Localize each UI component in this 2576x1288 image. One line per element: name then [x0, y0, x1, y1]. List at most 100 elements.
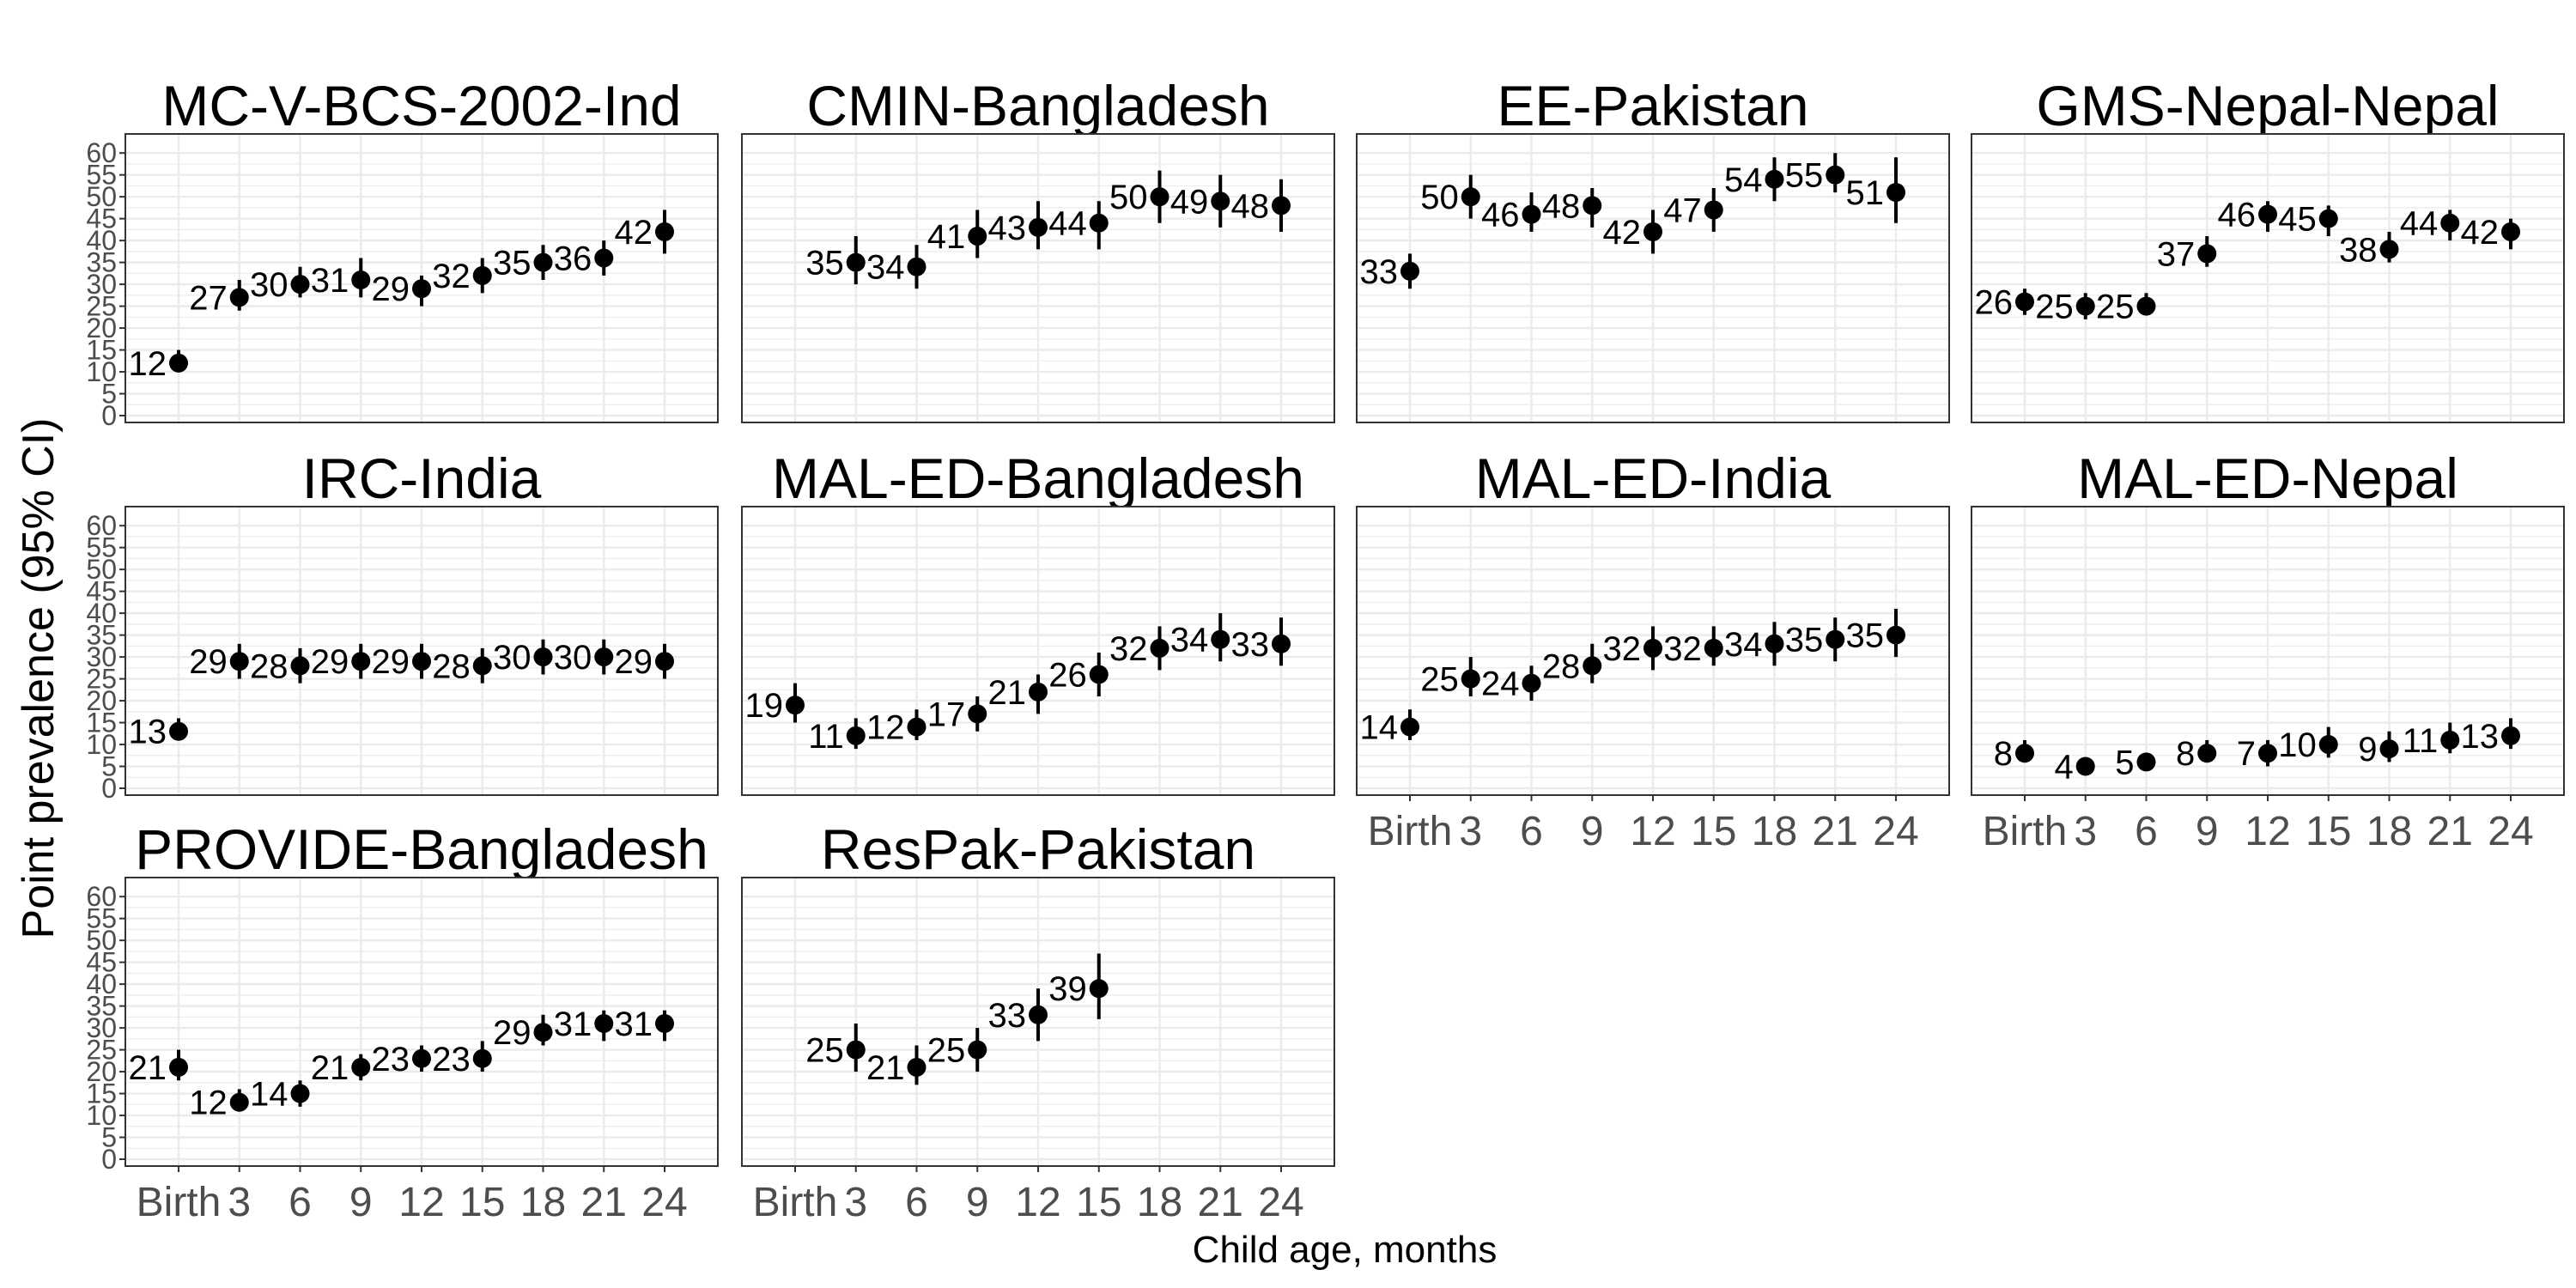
data-point [229, 1092, 249, 1112]
data-point [1089, 213, 1109, 233]
data-point [290, 656, 310, 676]
data-point [1272, 196, 1291, 216]
data-label: 32 [1109, 630, 1148, 668]
data-point [229, 288, 249, 307]
data-label: 25 [805, 1032, 844, 1070]
y-tick-label: 55 [86, 903, 117, 934]
y-axis-title: Point prevalence (95% CI) [14, 418, 64, 939]
data-point [2015, 744, 2034, 763]
data-point [533, 1023, 553, 1042]
panel-title: PROVIDE-Bangladesh [135, 817, 708, 881]
panel-border [1356, 133, 1950, 423]
data-label: 36 [554, 240, 592, 278]
panel-title: MAL-ED-India [1475, 447, 1832, 510]
data-point [1826, 629, 1845, 649]
x-tick-label: 21 [1813, 809, 1858, 854]
data-point [2379, 739, 2399, 759]
panel-border [741, 506, 1335, 796]
data-label: 33 [1231, 626, 1270, 664]
data-point [472, 1048, 492, 1068]
y-tick-label: 35 [86, 247, 117, 278]
data-label: 13 [2461, 718, 2500, 756]
y-tick-label: 40 [86, 225, 117, 256]
data-label: 21 [988, 674, 1027, 712]
data-label: 30 [493, 639, 532, 677]
data-label: 29 [615, 643, 653, 681]
x-tick-label: 15 [1691, 809, 1736, 854]
y-tick-label: 30 [86, 269, 117, 300]
data-point [1583, 656, 1602, 676]
x-tick-label: 21 [581, 1180, 627, 1225]
data-point [1826, 165, 1845, 185]
data-label: 5 [2115, 744, 2134, 781]
x-tick-label: 6 [1520, 809, 1543, 854]
data-label: 21 [866, 1049, 905, 1087]
data-label: 29 [493, 1014, 532, 1052]
data-label: 9 [2358, 731, 2377, 769]
x-tick-label: Birth [753, 1180, 838, 1225]
data-point [2075, 296, 2095, 316]
y-tick-label: 45 [86, 204, 117, 234]
panel-border [125, 506, 719, 796]
data-point [169, 353, 188, 373]
data-point [1150, 187, 1170, 207]
y-tick-label: 30 [86, 641, 117, 672]
data-label: 27 [189, 279, 228, 317]
y-tick-label: 5 [101, 1122, 117, 1153]
data-label: 29 [311, 643, 349, 681]
data-label: 25 [1420, 661, 1459, 699]
data-point [2015, 292, 2034, 312]
y-tick-label: 25 [86, 291, 117, 322]
data-point [2258, 204, 2277, 224]
y-tick-label: 10 [86, 729, 117, 760]
data-label: 51 [1846, 174, 1885, 212]
data-point [1029, 682, 1048, 702]
x-tick-label: 12 [398, 1180, 444, 1225]
x-tick-label: 6 [289, 1180, 312, 1225]
data-point [1461, 669, 1480, 689]
data-point [472, 656, 492, 676]
panel-title: ResPak-Pakistan [821, 817, 1255, 881]
data-point [1089, 979, 1109, 999]
data-label: 30 [250, 266, 289, 304]
y-tick-label: 45 [86, 947, 117, 978]
data-point [1704, 638, 1723, 658]
data-label: 29 [372, 643, 410, 681]
panel-respak-pakistan: ResPak-Pakistan Birth 3 6 9 12 15 18 21 24 25 21 25 3… [741, 817, 1335, 1225]
x-tick-label: 18 [1137, 1180, 1182, 1225]
data-label: 35 [1785, 622, 1824, 659]
data-point [1643, 638, 1662, 658]
data-label: 21 [311, 1049, 349, 1087]
y-tick-label: 55 [86, 160, 117, 191]
y-tick-label: 10 [86, 1100, 117, 1131]
data-point [169, 721, 188, 741]
x-tick-label: 3 [2074, 809, 2097, 854]
data-label: 50 [1109, 179, 1148, 216]
data-point [907, 1057, 927, 1077]
panel-provide-bangladesh: PROVIDE-Bangladesh0510152025303540455055… [86, 817, 719, 1225]
data-label: 19 [745, 687, 784, 725]
data-point [412, 279, 431, 299]
x-tick-label: 24 [1873, 809, 1918, 854]
x-tick-label: 18 [520, 1180, 566, 1225]
y-tick-label: 5 [101, 379, 117, 410]
data-label: 14 [1360, 709, 1399, 747]
data-label: 24 [1481, 665, 1520, 703]
data-point [169, 1057, 188, 1077]
data-point [472, 265, 492, 285]
data-label: 10 [2278, 726, 2317, 764]
data-label: 28 [1542, 647, 1581, 685]
data-point [1765, 634, 1784, 653]
data-point [968, 227, 987, 246]
data-label: 44 [2400, 205, 2439, 243]
x-tick-label: 6 [2135, 809, 2158, 854]
data-point [1583, 196, 1602, 216]
data-label: 8 [1994, 735, 2013, 773]
y-tick-label: 0 [101, 773, 117, 804]
data-point [2501, 222, 2520, 241]
panel-title: MC-V-BCS-2002-Ind [161, 74, 681, 137]
y-tick-label: 35 [86, 620, 117, 651]
data-point [1029, 1005, 1048, 1024]
